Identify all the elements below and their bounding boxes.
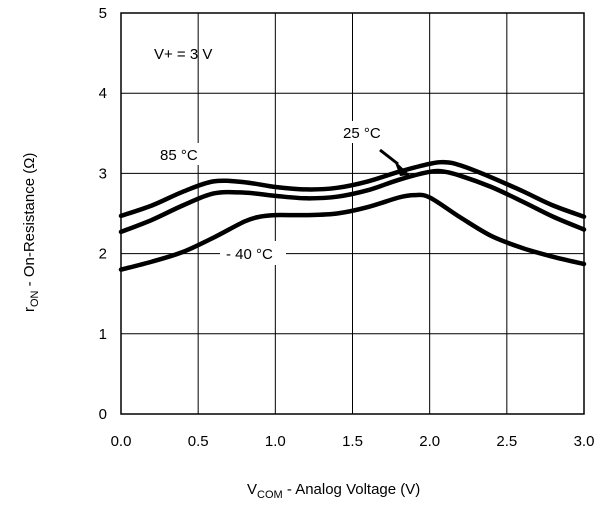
x-axis-title-rest: - Analog Voltage (V) [283, 481, 421, 498]
y-axis-title-rest: - On-Resistance (Ω) [21, 153, 38, 291]
x-axis-title-main: V [247, 481, 257, 498]
x-tick-label: 2.5 [496, 433, 517, 450]
series-line-m40c [118, 192, 587, 272]
supply-voltage-label: V+ = 3 V [154, 46, 212, 63]
y-tick-label: 3 [99, 165, 107, 182]
x-tick-label: 0.5 [188, 433, 209, 450]
x-tick-labels: 0.0 0.5 1.0 1.5 2.0 2.5 3.0 [111, 433, 595, 450]
series-label-m40c: - 40 °C [226, 246, 273, 263]
x-tick-label: 1.0 [265, 433, 286, 450]
y-tick-label: 1 [99, 326, 107, 343]
series-line-25c [118, 168, 587, 235]
x-tick-label: 2.0 [419, 433, 440, 450]
label-25-bg [336, 121, 396, 143]
y-axis-title: rON - On-Resistance (Ω) [21, 153, 41, 312]
x-tick-label: 3.0 [574, 433, 595, 450]
label-85-bg [154, 143, 214, 165]
y-tick-labels: 0 1 2 3 4 5 [99, 5, 107, 423]
y-tick-label: 2 [99, 246, 107, 263]
x-tick-label: 1.5 [342, 433, 363, 450]
x-tick-label: 0.0 [111, 433, 132, 450]
y-tick-label: 5 [99, 5, 107, 22]
curves [118, 159, 587, 272]
plot-frame [120, 12, 585, 415]
label-m40-bg [220, 241, 286, 265]
series-label-85c: 85 °C [160, 147, 198, 164]
series-25c-pointer-arrowhead [394, 160, 410, 176]
x-axis-title: VCOM - Analog Voltage (V) [247, 481, 420, 501]
y-tick-label: 0 [99, 406, 107, 423]
series-label-25c: 25 °C [343, 125, 381, 142]
series-line-85c [118, 159, 587, 219]
grid [121, 13, 584, 414]
x-axis-title-sub: COM [257, 489, 283, 501]
y-tick-label: 4 [99, 85, 107, 102]
y-axis-title-sub: ON [29, 290, 41, 307]
y-axis-title-main: r [21, 307, 38, 312]
